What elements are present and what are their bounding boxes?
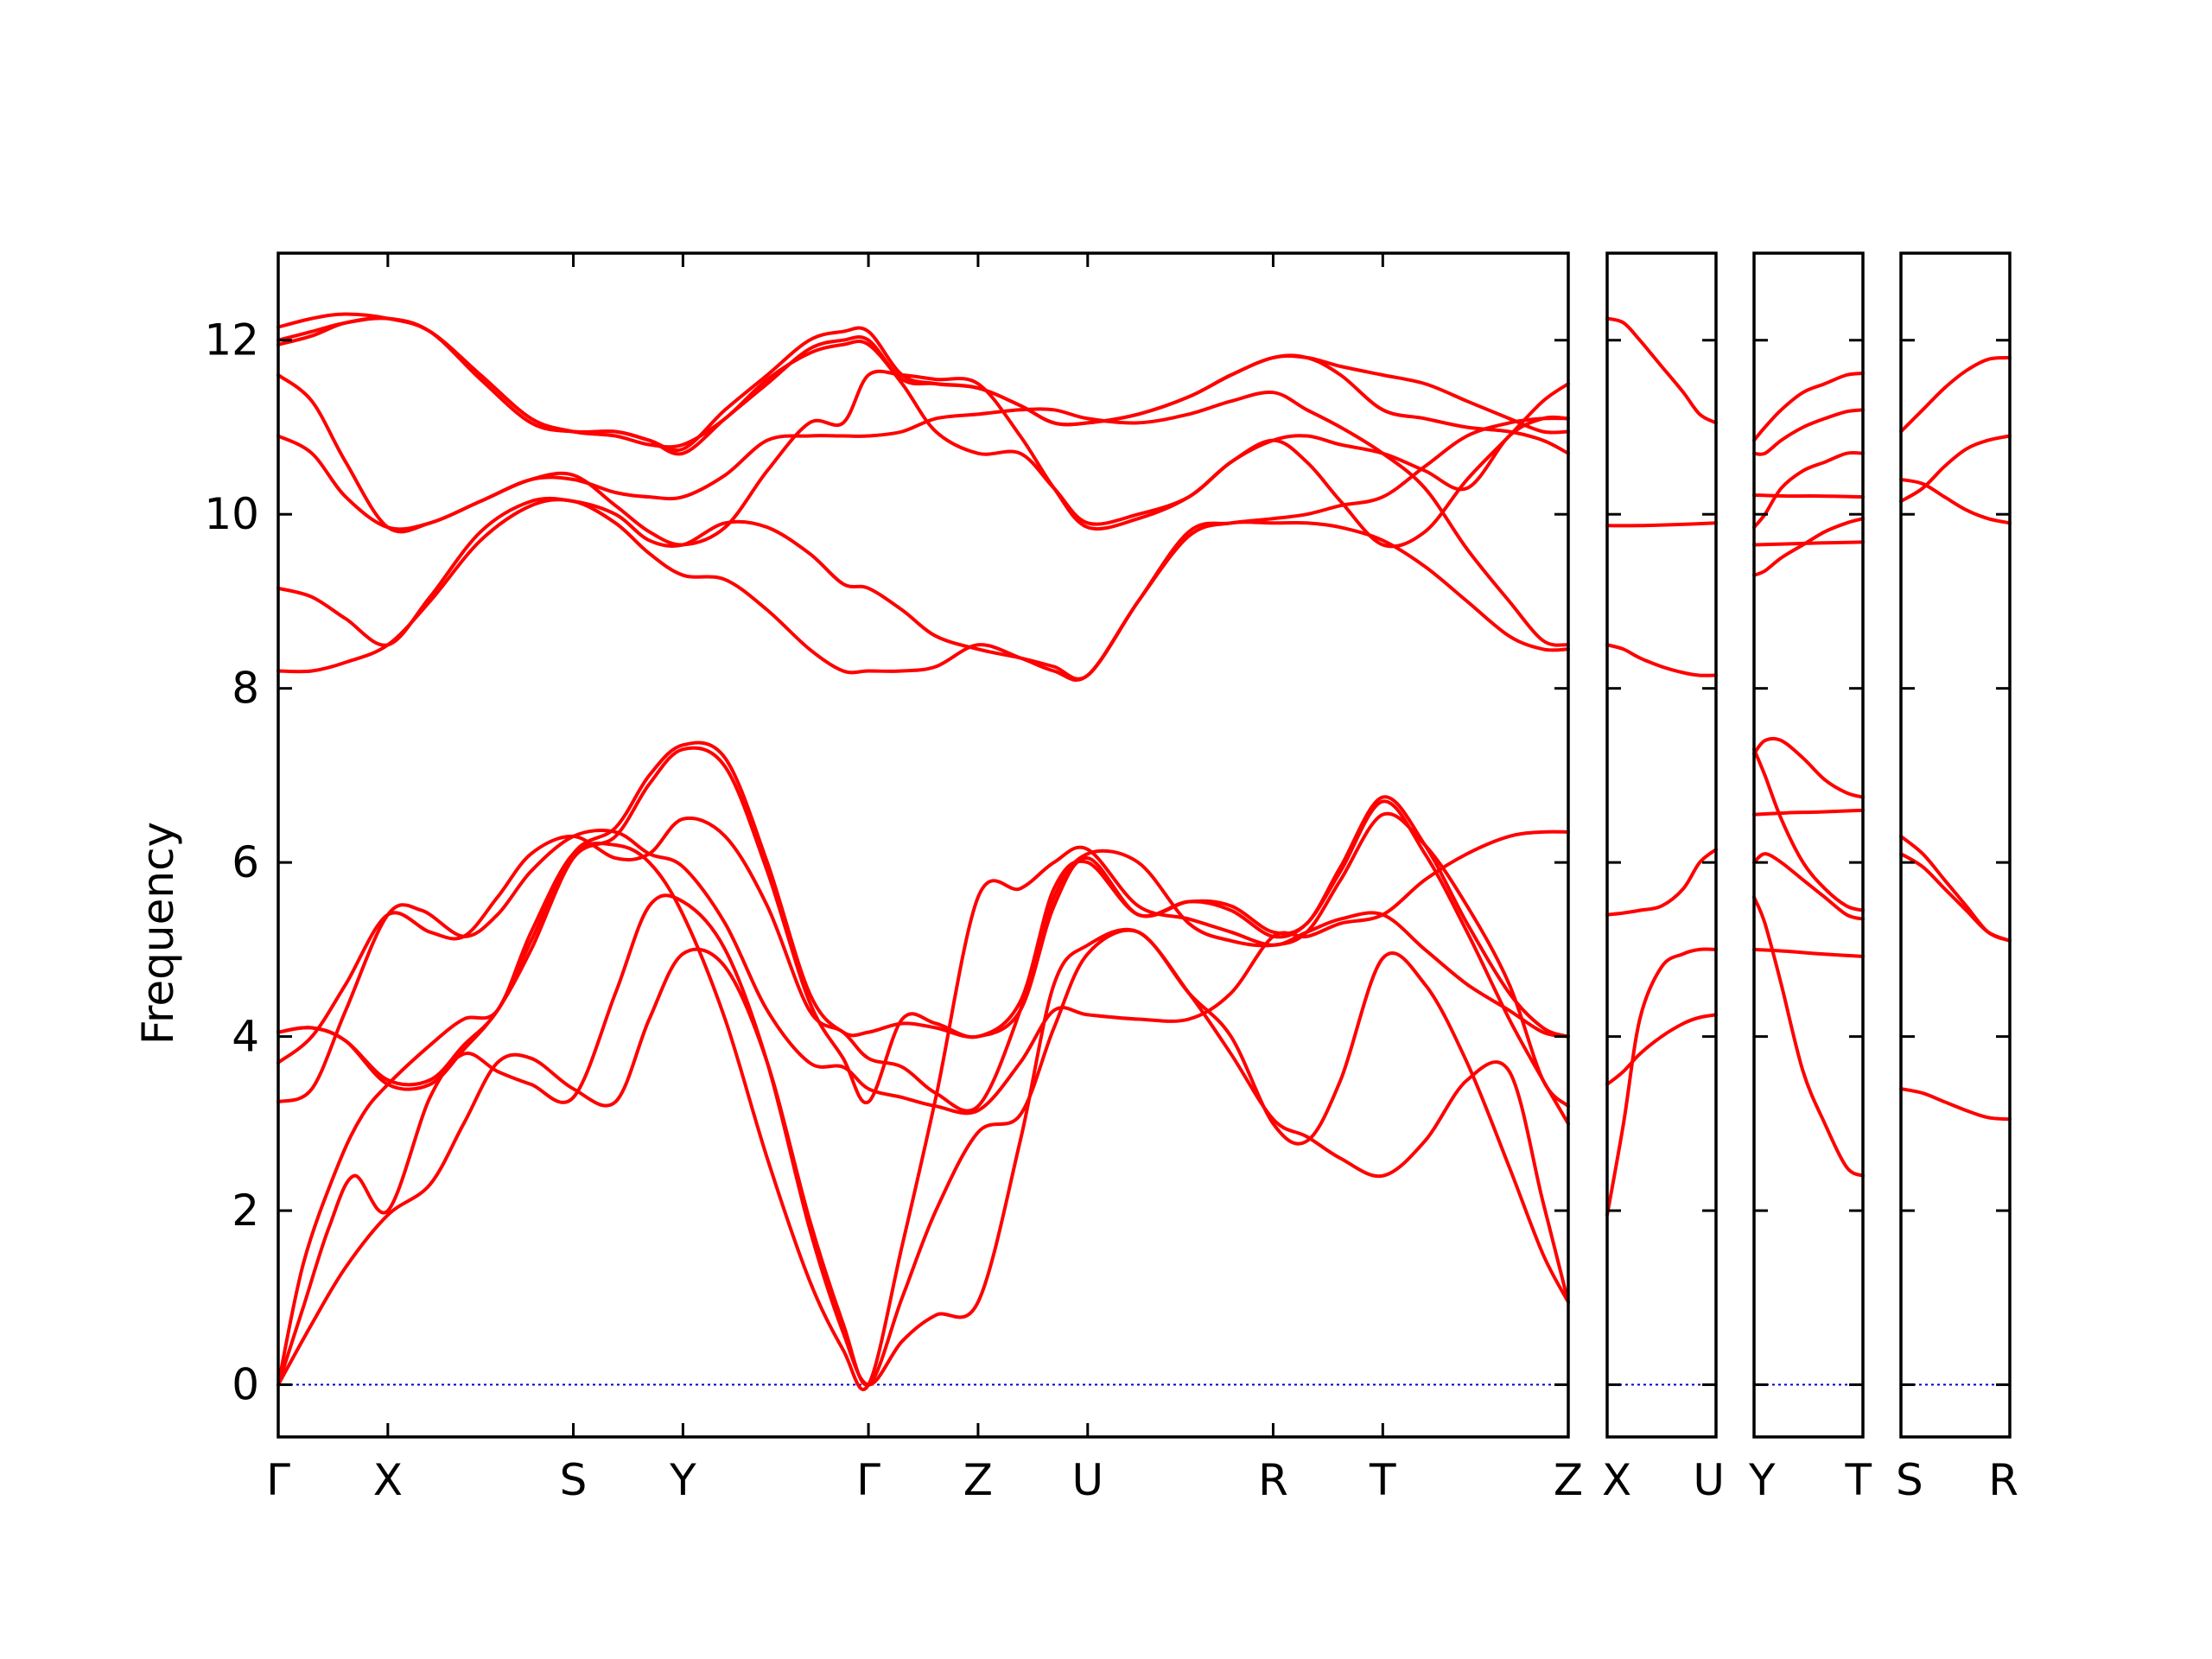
band-xu-1 [1605,947,1718,1217]
band-yt-6 [1752,736,1865,799]
x-tick-label: S [560,1455,588,1505]
x-tick-label: Y [669,1455,696,1505]
band-xu-2 [1605,1013,1718,1086]
x-tick-label: X [373,1455,403,1505]
band-xu-6 [1605,316,1718,425]
x-tick-label: Γ [266,1455,290,1505]
band-main-14 [276,316,1570,456]
panel-frame [276,251,1570,1439]
y-tick-label: 6 [232,837,259,887]
band-yt-2 [1752,947,1865,958]
band-main-3 [276,842,1570,1392]
y-tick-label: 12 [204,315,259,365]
band-yt-11 [1752,408,1865,456]
panel-frame [1752,251,1865,1439]
y-tick-label: 4 [232,1012,259,1062]
band-xu-3 [1605,848,1718,917]
x-tick-label: Z [1554,1455,1583,1505]
x-tick-label: Z [963,1455,993,1505]
x-tick-label: U [1071,1455,1103,1505]
y-axis-title: Frequency [133,822,183,1045]
band-main-7 [276,741,1570,1087]
band-main-9 [276,416,1570,681]
y-tick-label: 8 [232,664,259,714]
band-main-5 [276,811,1570,1113]
band-main-2 [276,928,1570,1387]
x-tick-label: S [1896,1455,1923,1505]
band-sr-4 [1899,477,2012,525]
panel-main: 0 2 4 6 8 10 12 Γ X S Y Γ Z U R T Z [204,251,1583,1505]
panel-frame [1605,251,1718,1439]
band-main-1 [276,893,1570,1387]
y-axis-label: Frequency [133,822,183,1045]
x-tick-label: Y [1748,1455,1776,1505]
band-sr-5 [1899,434,2012,504]
band-xu-5 [1605,521,1718,528]
band-yt-1 [1752,895,1865,1178]
band-sr-6 [1899,355,2012,434]
band-sr-1 [1899,1087,2012,1122]
y-tick-label: 0 [232,1360,259,1410]
band-yt-5 [1752,808,1865,817]
band-yt-3 [1752,852,1865,921]
x-tick-label: U [1693,1455,1725,1505]
band-yt-10 [1752,450,1865,530]
band-yt-4 [1752,747,1865,912]
band-yt-12 [1752,372,1865,442]
band-sr-3 [1899,834,2012,943]
x-tick-label: T [1369,1455,1396,1505]
y-tick-label: 10 [204,489,259,539]
band-xu-4 [1605,643,1718,677]
band-main-13 [276,312,1570,453]
y-tick-label: 2 [232,1185,259,1236]
band-yt-9 [1752,493,1865,499]
x-tick-label: R [1258,1455,1288,1505]
band-sr-2 [1899,852,2012,943]
band-yt-8 [1752,540,1865,547]
band-main-11 [276,369,1570,549]
x-tick-label: Γ [856,1455,880,1505]
x-tick-label: R [1988,1455,2018,1505]
band-main-10 [276,390,1570,647]
band-main-8 [276,498,1570,682]
band-yt-7 [1752,517,1865,577]
band-main-4 [276,829,1570,1116]
x-tick-label: X [1602,1455,1631,1505]
x-tick-label: T [1844,1455,1872,1505]
panel-frame [1899,251,2012,1439]
